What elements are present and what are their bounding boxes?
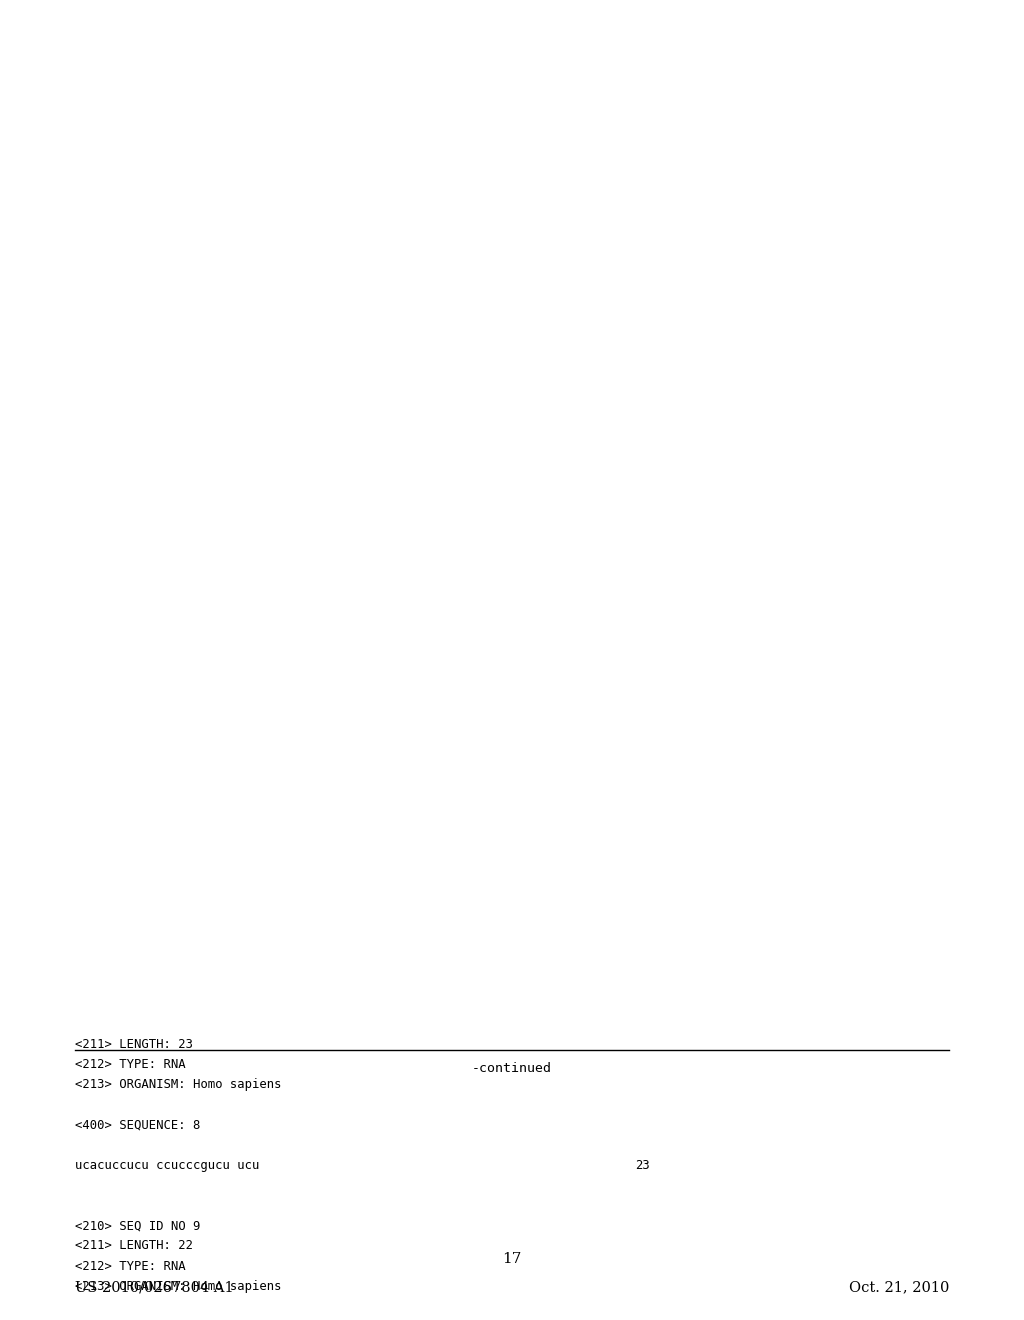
- Text: ucacuccucu ccucccgucu ucu: ucacuccucu ccucccgucu ucu: [75, 1159, 259, 1172]
- Text: <212> TYPE: RNA: <212> TYPE: RNA: [75, 1059, 185, 1071]
- Text: <213> ORGANISM: Homo sapiens: <213> ORGANISM: Homo sapiens: [75, 1279, 282, 1292]
- Text: <211> LENGTH: 23: <211> LENGTH: 23: [75, 1038, 193, 1051]
- Text: US 2010/0267804 A1: US 2010/0267804 A1: [75, 1280, 233, 1294]
- Text: Oct. 21, 2010: Oct. 21, 2010: [849, 1280, 949, 1294]
- Text: <211> LENGTH: 22: <211> LENGTH: 22: [75, 1239, 193, 1253]
- Text: 23: 23: [635, 1159, 649, 1172]
- Text: <210> SEQ ID NO 9: <210> SEQ ID NO 9: [75, 1220, 200, 1233]
- Text: <400> SEQUENCE: 8: <400> SEQUENCE: 8: [75, 1118, 200, 1131]
- Text: -continued: -continued: [472, 1063, 552, 1074]
- Text: <212> TYPE: RNA: <212> TYPE: RNA: [75, 1259, 185, 1272]
- Text: 17: 17: [503, 1251, 521, 1266]
- Text: <213> ORGANISM: Homo sapiens: <213> ORGANISM: Homo sapiens: [75, 1078, 282, 1092]
